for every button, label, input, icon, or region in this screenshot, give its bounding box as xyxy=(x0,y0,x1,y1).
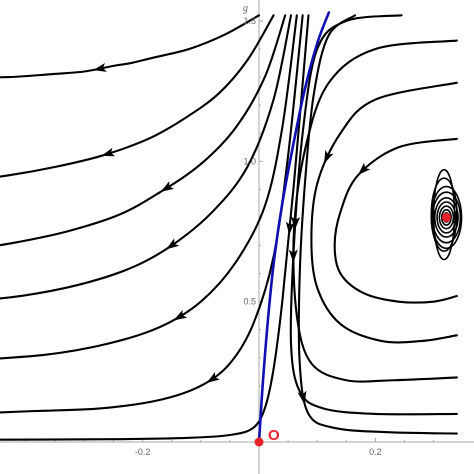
streamline-arrow xyxy=(324,149,334,164)
streamline-arrow xyxy=(173,309,188,321)
streamline xyxy=(0,14,310,441)
streamline xyxy=(289,14,458,416)
streamline xyxy=(297,14,458,435)
streamline-arrow xyxy=(101,147,116,157)
spiral-loop xyxy=(436,201,457,234)
streamlines xyxy=(0,14,458,441)
tick-labels: g -0.2 0.2 0.5 1.0 1.5 xyxy=(135,3,382,457)
streamline xyxy=(0,14,261,79)
spiral-loop xyxy=(440,209,452,226)
streamline-arrow xyxy=(166,238,180,250)
streamline xyxy=(0,14,287,247)
streamline xyxy=(0,14,293,300)
y-tick-label: 1.0 xyxy=(243,156,256,166)
streamline xyxy=(333,137,458,304)
y-axis-title: g xyxy=(243,3,248,14)
y-tick-label: 0.5 xyxy=(243,297,256,307)
x-tick-label: 0.2 xyxy=(369,447,382,457)
streamline-arrow xyxy=(285,221,295,235)
streamline-arrow xyxy=(206,371,220,383)
spiral-loop xyxy=(438,205,455,230)
critical-points: O xyxy=(254,212,451,447)
separatrix xyxy=(257,11,331,444)
spiral-focus xyxy=(430,168,463,261)
critical-point-label: O xyxy=(268,427,280,444)
critical-point-O xyxy=(254,437,264,447)
spiral-loop xyxy=(430,185,463,250)
streamline-arrow xyxy=(297,390,307,405)
streamline-arrow xyxy=(357,162,371,176)
streamline xyxy=(0,14,275,178)
streamline xyxy=(310,81,458,344)
x-tick-label: -0.2 xyxy=(135,447,151,457)
streamline-arrow xyxy=(160,181,175,192)
spiral-loop xyxy=(432,168,456,261)
y-tick-label: 1.5 xyxy=(243,16,256,26)
critical-point-focus xyxy=(441,212,451,222)
streamline xyxy=(0,14,304,414)
streamline xyxy=(0,14,298,360)
streamline-arrow xyxy=(291,216,301,230)
spiral-loop xyxy=(433,196,459,238)
separatrix-curve xyxy=(257,11,331,444)
spiral-loop xyxy=(431,191,462,244)
streamline-arrow xyxy=(93,63,107,72)
